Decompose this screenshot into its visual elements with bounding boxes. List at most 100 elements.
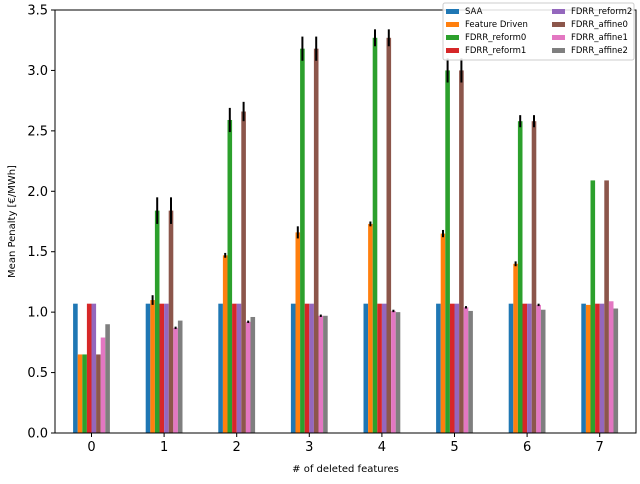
legend-label: SAA xyxy=(465,7,483,17)
bar xyxy=(91,303,97,433)
bar xyxy=(154,210,160,433)
bar xyxy=(323,315,328,433)
y-tick-label: 2.5 xyxy=(27,124,48,139)
legend-label: FDRR_affine2 xyxy=(571,46,628,56)
bar xyxy=(363,303,369,433)
bar xyxy=(585,304,591,433)
bar xyxy=(531,121,537,433)
legend-label: FDRR_reform1 xyxy=(465,46,526,56)
bar xyxy=(599,303,605,433)
x-tick-label: 4 xyxy=(378,440,386,455)
bar xyxy=(232,303,237,433)
bar xyxy=(77,354,83,433)
bar xyxy=(164,303,169,433)
bar xyxy=(313,48,319,434)
bar xyxy=(177,320,183,433)
bar xyxy=(377,303,382,433)
bar xyxy=(73,303,78,433)
bar xyxy=(517,121,523,433)
bar xyxy=(540,309,546,433)
bar xyxy=(105,324,110,433)
bar xyxy=(145,303,151,433)
legend-swatch xyxy=(446,9,459,14)
bar xyxy=(245,321,251,433)
legend-swatch xyxy=(552,35,565,40)
error-bars-layer xyxy=(151,29,540,330)
bar xyxy=(368,223,373,433)
x-tick-label: 1 xyxy=(160,440,168,455)
bar xyxy=(386,37,392,434)
bar xyxy=(391,310,396,433)
y-axis-label: Mean Penalty [€/MWh] xyxy=(7,165,18,278)
bar xyxy=(436,303,441,433)
x-axis-label: # of deleted features xyxy=(292,464,399,475)
bar xyxy=(604,180,609,433)
x-tick-label: 6 xyxy=(523,440,531,455)
y-axis: 0.0 0.5 1.0 1.5 2.0 2.5 3.0 3.5 xyxy=(27,4,55,442)
bar xyxy=(372,37,378,434)
bar xyxy=(236,303,242,433)
legend-box xyxy=(442,2,635,61)
bars-layer xyxy=(73,37,619,434)
x-tick-label: 3 xyxy=(305,440,313,455)
legend-swatch xyxy=(552,22,565,27)
bar xyxy=(536,304,541,433)
bar xyxy=(159,303,165,433)
bar xyxy=(318,315,324,433)
bar xyxy=(173,327,178,433)
bar xyxy=(304,303,310,433)
legend-label: Feature Driven xyxy=(465,20,528,30)
legend-label: FDRR_affine0 xyxy=(571,20,628,30)
x-tick-label: 7 xyxy=(596,440,604,455)
y-tick-label: 3.5 xyxy=(27,4,48,19)
x-axis: 0 1 2 3 4 5 6 7 xyxy=(87,433,604,455)
y-tick-label: 0.5 xyxy=(27,366,48,381)
legend-swatch xyxy=(446,48,459,53)
plot-frame xyxy=(54,9,637,434)
bar xyxy=(150,300,155,433)
bar xyxy=(522,303,528,433)
x-tick-label: 2 xyxy=(233,440,241,455)
bar xyxy=(608,301,614,433)
bar xyxy=(463,307,469,433)
bar xyxy=(86,303,92,433)
bar xyxy=(581,303,586,433)
bar xyxy=(595,303,600,433)
bar xyxy=(290,303,296,433)
y-tick-label: 1.0 xyxy=(27,306,48,321)
bar xyxy=(250,316,256,433)
bar xyxy=(300,48,305,434)
legend-swatch xyxy=(552,48,565,53)
bar xyxy=(468,310,473,433)
bar xyxy=(459,70,464,434)
legend-swatch xyxy=(552,9,565,14)
bar xyxy=(454,303,460,433)
y-tick-label: 0.0 xyxy=(27,427,48,442)
bar xyxy=(395,312,401,433)
bar xyxy=(82,354,87,433)
bar xyxy=(445,70,450,434)
bar xyxy=(590,180,596,433)
bar xyxy=(309,303,314,433)
legend-swatch xyxy=(446,22,459,27)
bar xyxy=(440,233,446,433)
y-tick-label: 3.0 xyxy=(27,64,48,79)
y-tick-label: 2.0 xyxy=(27,185,48,200)
bar xyxy=(381,303,387,433)
bar xyxy=(513,263,518,433)
bar xyxy=(527,303,532,433)
bar xyxy=(222,255,228,433)
bar xyxy=(96,354,101,433)
bar xyxy=(295,232,301,433)
bar xyxy=(100,337,106,433)
bar xyxy=(227,119,233,433)
legend-swatch xyxy=(446,35,459,40)
x-tick-label: 5 xyxy=(450,440,458,455)
bar xyxy=(218,303,223,433)
bar xyxy=(168,210,174,433)
y-tick-label: 1.5 xyxy=(27,245,48,260)
legend-label: FDRR_reform0 xyxy=(465,33,526,43)
legend-label: FDRR_reform2 xyxy=(571,7,632,17)
legend: SAA Feature Driven FDRR_reform0 FDRR_reform… xyxy=(442,2,635,61)
